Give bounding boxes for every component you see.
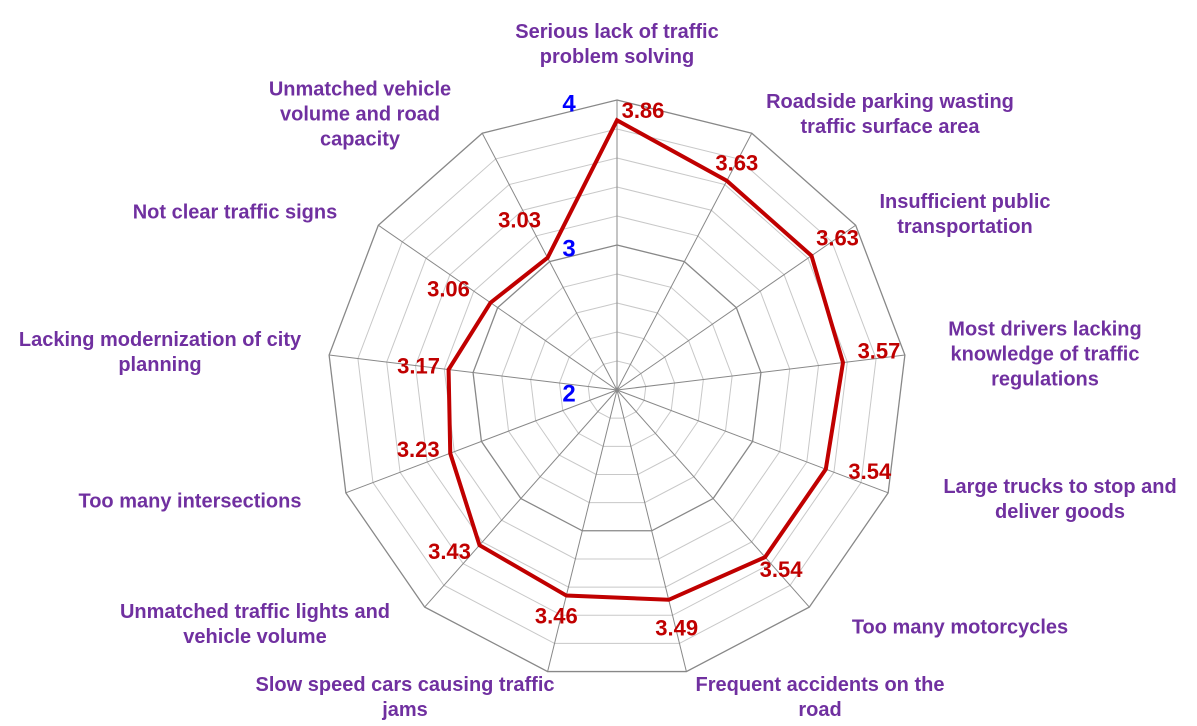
spoke <box>616 354 905 391</box>
grid-ring <box>472 244 762 532</box>
spoke <box>329 354 618 391</box>
minor-grid-ring <box>587 360 647 419</box>
minor-grid-ring <box>357 128 877 644</box>
spoke <box>345 389 618 494</box>
category-label: Roadside parking wasting traffic surface… <box>766 91 1014 138</box>
minor-grid-ring <box>443 215 791 560</box>
data-line <box>446 117 846 602</box>
minor-grid-ring <box>558 331 676 447</box>
value-label: 3.06 <box>427 277 470 302</box>
spoke <box>616 389 687 672</box>
tick-label: 4 <box>562 90 576 117</box>
spoke <box>481 132 618 391</box>
category-label: Most drivers lacking knowledge of traffi… <box>948 318 1142 391</box>
value-label: 3.57 <box>858 338 901 363</box>
minor-grid-ring <box>414 186 820 588</box>
category-label: Unmatched vehicle volume and road capaci… <box>268 78 452 151</box>
spoke <box>616 389 889 494</box>
value-label: 3.03 <box>498 208 541 233</box>
grid-ring <box>328 99 906 673</box>
value-label: 3.46 <box>535 603 578 628</box>
value-label: 3.43 <box>428 539 471 564</box>
category-label: Too many motorcycles <box>851 616 1069 639</box>
tick-label: 3 <box>562 235 575 262</box>
category-label: Slow speed cars causing traffic jams <box>255 674 555 721</box>
category-label: Serious lack of traffic problem solving <box>515 21 719 68</box>
value-label: 3.63 <box>715 151 758 176</box>
tick-label: 2 <box>562 380 575 407</box>
spoke <box>424 389 618 608</box>
value-label: 3.23 <box>397 437 440 462</box>
value-label: 3.54 <box>848 459 892 484</box>
category-label: Lacking modernization of city planning <box>18 329 302 376</box>
spoke <box>547 389 618 672</box>
value-label: 3.63 <box>816 226 859 251</box>
value-label: 3.86 <box>622 98 665 123</box>
category-label: Too many intersections <box>78 490 302 513</box>
category-label: Unmatched traffic lights and vehicle vol… <box>119 601 391 648</box>
spoke <box>378 224 618 391</box>
category-label: Insufficient public transportation <box>879 191 1051 238</box>
spoke <box>616 389 810 608</box>
category-label: Frequent accidents on the road <box>695 674 945 721</box>
value-label: 3.54 <box>760 557 804 582</box>
value-label: 3.49 <box>655 616 698 641</box>
value-label: 3.17 <box>397 353 440 378</box>
spoke <box>616 224 856 391</box>
minor-grid-ring <box>501 273 733 504</box>
category-label: Not clear traffic signs <box>132 201 338 224</box>
minor-grid-ring <box>386 157 848 616</box>
minor-grid-ring <box>530 302 704 475</box>
category-label: Large trucks to stop and deliver goods <box>943 476 1177 523</box>
spoke <box>616 132 753 391</box>
